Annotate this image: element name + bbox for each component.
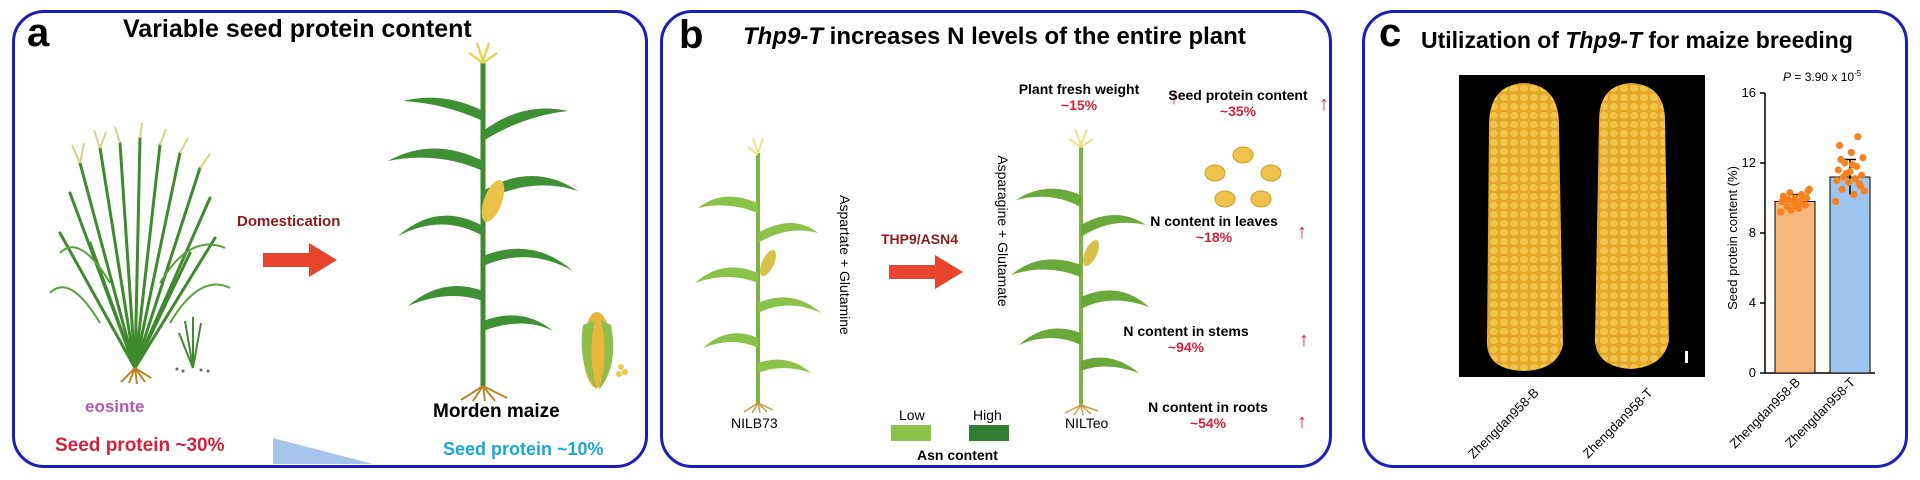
trait-value: ~15%: [1060, 97, 1098, 113]
trait-value: ~54%: [1189, 415, 1227, 431]
y-tick-label: 4: [1749, 295, 1756, 310]
trait-name: Plant fresh weight: [1018, 81, 1140, 97]
panel-b-title-rest: increases N levels of the entire plant: [822, 23, 1246, 50]
legend-low-swatch: [891, 425, 931, 441]
trait-plant-fresh-weight: Plant fresh weight ~15%: [999, 81, 1159, 113]
nilb73-plant-illustration: [695, 137, 821, 414]
panel-b-label: b: [679, 13, 704, 57]
protein-gradient-wedge: [273, 438, 373, 464]
data-point: [1860, 187, 1868, 195]
data-point: [1836, 141, 1844, 150]
legend-high-label: High: [973, 407, 1002, 423]
data-point: [1833, 176, 1841, 185]
up-arrow-icon: ↑: [1297, 411, 1307, 433]
legend-high-swatch: [969, 425, 1009, 441]
data-point: [1834, 166, 1842, 174]
teosinte-plant-illustration: [49, 122, 231, 385]
maize-ear-illustration: [581, 312, 628, 390]
data-point: [1786, 189, 1794, 197]
y-tick-label: 0: [1749, 365, 1756, 380]
trait-seed-protein: Seed protein content ~35%: [1153, 87, 1323, 119]
data-point: [1837, 155, 1845, 164]
gene-name: Thp9-T: [743, 23, 823, 50]
domestication-label: Domestication: [237, 213, 341, 230]
panel-c-title: Utilization of Thp9-T for maize breeding: [1421, 27, 1853, 54]
data-point: [1859, 154, 1867, 162]
gene-name: Thp9-T: [1565, 27, 1643, 53]
trait-n-leaves: N content in leaves ~18%: [1129, 213, 1299, 245]
legend-title: Asn content: [917, 447, 998, 463]
data-point: [1845, 178, 1853, 186]
teosinte-protein-text: Seed protein ~30%: [55, 435, 225, 456]
thp9-arrow-label: THP9/ASN4: [881, 231, 959, 247]
y-axis-label: Seed protein content (%): [1725, 166, 1740, 310]
trait-name: Seed protein content: [1168, 87, 1308, 103]
data-point: [1777, 208, 1785, 216]
trait-name: N content in stems: [1123, 323, 1249, 339]
up-arrow-icon: ↑: [1169, 87, 1179, 109]
bar: [1774, 201, 1816, 374]
data-point: [1801, 201, 1809, 209]
teosinte-label: eosinte: [85, 397, 145, 416]
p-value-annotation: P = 3.90 x 10-5: [1783, 69, 1862, 84]
data-point: [1854, 133, 1862, 141]
data-point: [1781, 196, 1789, 204]
data-point: [1849, 161, 1857, 169]
panel-c-title-pre: Utilization of: [1421, 27, 1566, 53]
panel-a: a Variable seed protein content eosinte …: [12, 10, 648, 468]
photo-label-t: Zhengdan958-T: [1579, 385, 1656, 462]
nilteo-label: NILTeo: [1065, 415, 1109, 431]
data-point: [1805, 185, 1813, 193]
nilb73-label: NILB73: [731, 415, 778, 431]
panel-b-title: Thp9-T increases N levels of the entire …: [743, 23, 1246, 51]
trait-value: ~94%: [1167, 339, 1205, 355]
data-point: [1799, 192, 1807, 200]
protein-bar-chart: Seed protein content (%) P = 3.90 x 10-5…: [1725, 69, 1875, 451]
up-arrow-icon: ↑: [1297, 221, 1307, 243]
data-point: [1842, 169, 1850, 178]
left-vertical-text: Aspartate + Glutamine: [837, 195, 853, 335]
data-point: [1838, 185, 1846, 193]
data-point: [1847, 148, 1855, 157]
seedling-illustration: [175, 317, 210, 373]
bar: [1829, 176, 1871, 374]
panel-a-title: Variable seed protein content: [123, 15, 472, 43]
trait-value: ~35%: [1219, 103, 1257, 119]
domestication-arrow-icon: [263, 243, 337, 277]
trait-n-stems: N content in stems ~94%: [1101, 323, 1271, 355]
nilteo-plant-illustration: [1011, 128, 1149, 416]
legend-low-label: Low: [899, 407, 925, 423]
panel-c-title-post: for maize breeding: [1642, 27, 1853, 53]
maize-label: Morden maize: [433, 401, 560, 422]
trait-value: ~18%: [1195, 229, 1233, 245]
data-point: [1787, 206, 1795, 214]
panel-c-label: c: [1379, 11, 1402, 55]
data-point: [1832, 197, 1840, 206]
photo-label-b: Zhengdan958-B: [1465, 385, 1542, 462]
data-point: [1855, 180, 1863, 188]
data-point: [1851, 175, 1859, 183]
panel-b: b Thp9-T increases N levels of the entir…: [660, 10, 1332, 468]
y-tick-label: 12: [1742, 155, 1756, 170]
right-vertical-text: Asparagine + Glutamate: [995, 155, 1011, 307]
panel-a-label: a: [27, 11, 50, 55]
up-arrow-icon: ↑: [1319, 93, 1329, 115]
maize-protein-text: Seed protein ~10%: [443, 439, 604, 459]
data-point: [1850, 190, 1858, 199]
trait-n-roots: N content in roots ~54%: [1123, 399, 1293, 431]
thp9-arrow-icon: [889, 255, 963, 289]
data-point: [1794, 199, 1802, 207]
y-tick-label: 16: [1742, 85, 1756, 100]
y-tick-label: 8: [1749, 225, 1756, 240]
maize-ear-photo-b: [1487, 83, 1688, 371]
data-point: [1858, 171, 1866, 179]
panel-c: c Utilization of Thp9-T for maize breedi…: [1362, 10, 1908, 468]
trait-name: N content in leaves: [1150, 213, 1278, 229]
kernels-illustration: [1204, 146, 1282, 208]
trait-name: N content in roots: [1148, 399, 1268, 415]
maize-ears-photo: [1459, 75, 1705, 377]
maize-plant-illustration: [388, 42, 578, 402]
up-arrow-icon: ↑: [1299, 329, 1309, 351]
